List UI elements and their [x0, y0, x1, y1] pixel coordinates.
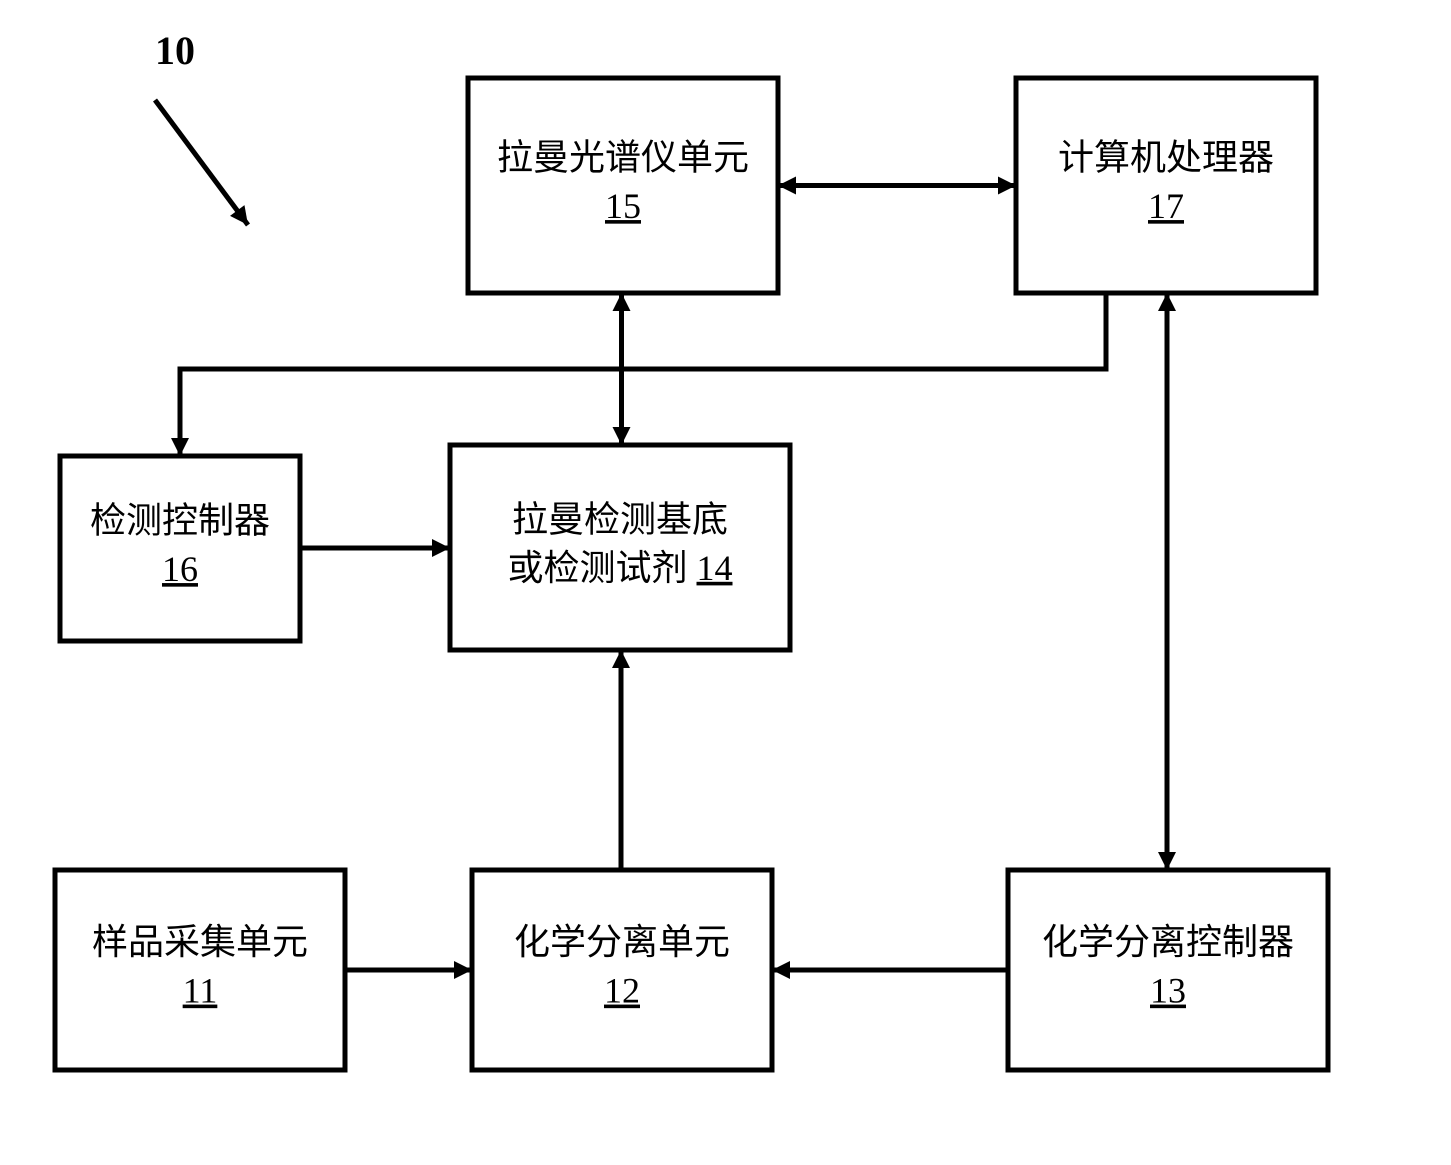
connector: [180, 293, 1106, 456]
node-n17-number: 17: [1148, 186, 1184, 226]
arrow-head: [612, 650, 630, 668]
arrow-head: [1158, 293, 1176, 311]
arrow-head: [613, 293, 631, 311]
arrow-head: [613, 427, 631, 445]
node-n14-label-1: 或检测试剂 14: [507, 548, 732, 588]
node-n17-label-0: 计算机处理器: [1058, 137, 1274, 177]
node-n15-number: 15: [605, 186, 641, 226]
arrow-head: [1158, 852, 1176, 870]
arrow-head: [772, 961, 790, 979]
arrow-head: [432, 539, 450, 557]
node-n11-number: 11: [183, 971, 218, 1011]
arrow-head: [998, 177, 1016, 195]
figure-pointer: [155, 100, 248, 225]
arrow-head: [171, 438, 189, 456]
node-n11-label-0: 样品采集单元: [92, 922, 308, 962]
node-n16-label-0: 检测控制器: [90, 500, 270, 540]
node-n12-number: 12: [604, 971, 640, 1011]
block-diagram: 10 拉曼光谱仪单元 15 计算机处理器 17 检测控制器 16 拉曼检测基底样品采集单元 11…: [0, 0, 1451, 1165]
node-n14-label-0: 拉曼检测基底: [512, 499, 728, 539]
node-n12-label-0: 化学分离单元: [514, 922, 730, 962]
node-n16-number: 16: [162, 549, 198, 589]
node-n15-label-0: 拉曼光谱仪单元: [497, 137, 749, 177]
arrow-head: [778, 177, 796, 195]
node-n13-number: 13: [1150, 971, 1186, 1011]
arrow-head: [454, 961, 472, 979]
figure-number-label: 10: [155, 28, 195, 73]
node-n13-label-0: 化学分离控制器: [1042, 922, 1294, 962]
